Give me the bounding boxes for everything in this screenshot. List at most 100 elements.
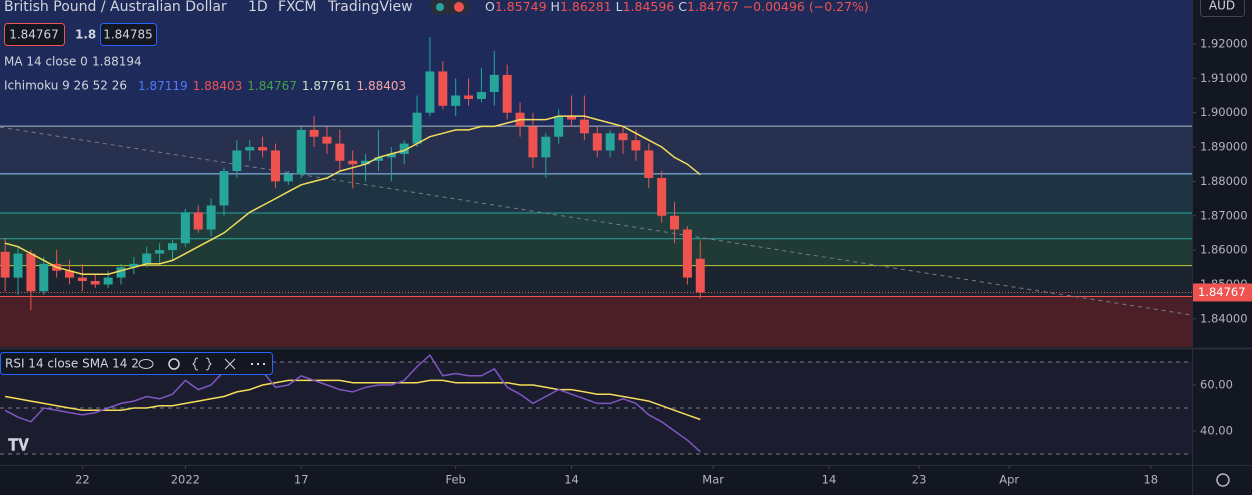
candle-body: [90, 281, 100, 285]
candle-body: [309, 129, 319, 137]
candle-body: [554, 116, 564, 137]
status-dot: [454, 2, 464, 12]
source: FXCM: [278, 0, 316, 15]
symbol-title: British Pound / Australian Dollar: [4, 0, 227, 15]
ohlc: O1.85749 H1.86281 L1.84596 C1.84767 −0.0…: [485, 0, 869, 14]
ichimoku-values: 1.87119 1.88403 1.84767 1.87761 1.88403: [138, 79, 406, 93]
y-tick-label: 1.86000: [1200, 243, 1248, 257]
candle-body: [167, 243, 177, 251]
candle-body: [579, 119, 589, 134]
currency-button[interactable]: [1200, 0, 1245, 17]
x-tick-label: 23: [912, 473, 927, 487]
ohlc-value: 1.86281: [560, 0, 612, 14]
candle-body: [322, 136, 332, 144]
platform: TradingView: [327, 0, 413, 15]
candle-body: [180, 212, 190, 244]
rsi-line: [4, 353, 701, 453]
ohlc-label: O: [485, 0, 495, 14]
x-tick-label: 14: [822, 473, 837, 487]
candle-body: [464, 95, 474, 99]
x-tick-label: Mar: [702, 473, 724, 487]
candle-body: [373, 157, 383, 161]
source-icon[interactable]: [192, 357, 212, 371]
buy-price: 1.84785: [103, 28, 153, 42]
change: −0.00496 (−0.27%): [743, 0, 869, 14]
ohlc-value: 1.84596: [623, 0, 675, 14]
rsi-sma-line: [4, 379, 701, 421]
y-tick-label: 1.87000: [1200, 208, 1248, 222]
candle-body: [232, 150, 242, 172]
candle-body: [270, 150, 280, 182]
candle-body: [451, 95, 461, 106]
candle-body: [116, 267, 126, 278]
sell-button[interactable]: [4, 23, 65, 46]
candle-body: [103, 277, 113, 285]
x-tick-label: 18: [1143, 473, 1158, 487]
candle-body: [695, 258, 705, 293]
candle-body: [283, 174, 293, 182]
zone: [0, 173, 1192, 214]
last-price-box: [1192, 283, 1252, 302]
x-tick-label: Apr: [999, 473, 1019, 487]
settings-icon[interactable]: [1216, 473, 1230, 487]
candle-body: [65, 270, 75, 278]
ohlc-label: C: [678, 0, 687, 14]
ichimoku-value: 1.84767: [247, 79, 297, 93]
last-price-label: 1.84767: [1198, 285, 1246, 299]
remove-icon[interactable]: [224, 358, 236, 370]
candle-body: [399, 143, 409, 154]
candle-body: [13, 253, 23, 278]
legend: British Pound / Australian Dollar 1D FXC…: [0, 0, 1245, 487]
interval: 1D: [248, 0, 268, 15]
settings-icon[interactable]: [168, 358, 180, 370]
y-tick-label: 40.00: [1200, 423, 1233, 437]
candle-body: [438, 71, 448, 106]
zone: [0, 296, 1192, 347]
ichimoku-value: 1.88403: [357, 79, 407, 93]
price-pane: [0, 0, 1193, 347]
candle-body: [502, 74, 512, 113]
logo: 𝐓𝐕: [8, 436, 29, 455]
ohlc-label: L: [616, 0, 623, 14]
candle-body: [644, 150, 654, 178]
candle-body: [77, 277, 87, 282]
trendline: [0, 126, 1193, 316]
candle-body: [682, 229, 692, 278]
candle-body: [348, 160, 358, 165]
spread: 1.8: [75, 28, 96, 42]
buy-button[interactable]: [100, 23, 157, 46]
ma-legend: MA 14 close 0: [4, 55, 88, 69]
status-dot: [436, 3, 444, 11]
candle-body: [206, 205, 216, 230]
sell-price: 1.84767: [9, 28, 59, 42]
ichimoku-value: 1.88403: [193, 79, 243, 93]
x-tick-label: 14: [564, 473, 579, 487]
zone: [0, 238, 1192, 266]
x-tick-label: 17: [294, 473, 309, 487]
candle-body: [335, 143, 345, 161]
candle-body: [605, 133, 615, 151]
candle-body: [592, 133, 602, 151]
candle-body: [657, 177, 667, 216]
currency: AUD: [1209, 0, 1235, 13]
axes: 1.840001.850001.860001.870001.880001.890…: [75, 36, 1252, 487]
candle-body: [670, 215, 680, 230]
candle-body: [26, 253, 36, 292]
y-tick-label: 1.90000: [1200, 105, 1248, 119]
candle-body: [219, 171, 229, 206]
candle-body: [245, 147, 255, 151]
zone: [0, 265, 1192, 297]
candle-body: [155, 250, 165, 254]
ichimoku-legend: Ichimoku 9 26 52 26: [4, 79, 127, 93]
candle-body: [489, 74, 499, 93]
y-tick-label: 1.91000: [1200, 71, 1248, 85]
rsi-legend-box[interactable]: [0, 352, 273, 375]
y-tick-label: 1.89000: [1200, 140, 1248, 154]
candle-body: [39, 263, 49, 292]
candle-body: [0, 251, 10, 278]
candle-body: [258, 147, 268, 151]
eye-icon[interactable]: [138, 359, 154, 369]
candle-body: [528, 126, 538, 158]
candle-body: [193, 212, 203, 230]
